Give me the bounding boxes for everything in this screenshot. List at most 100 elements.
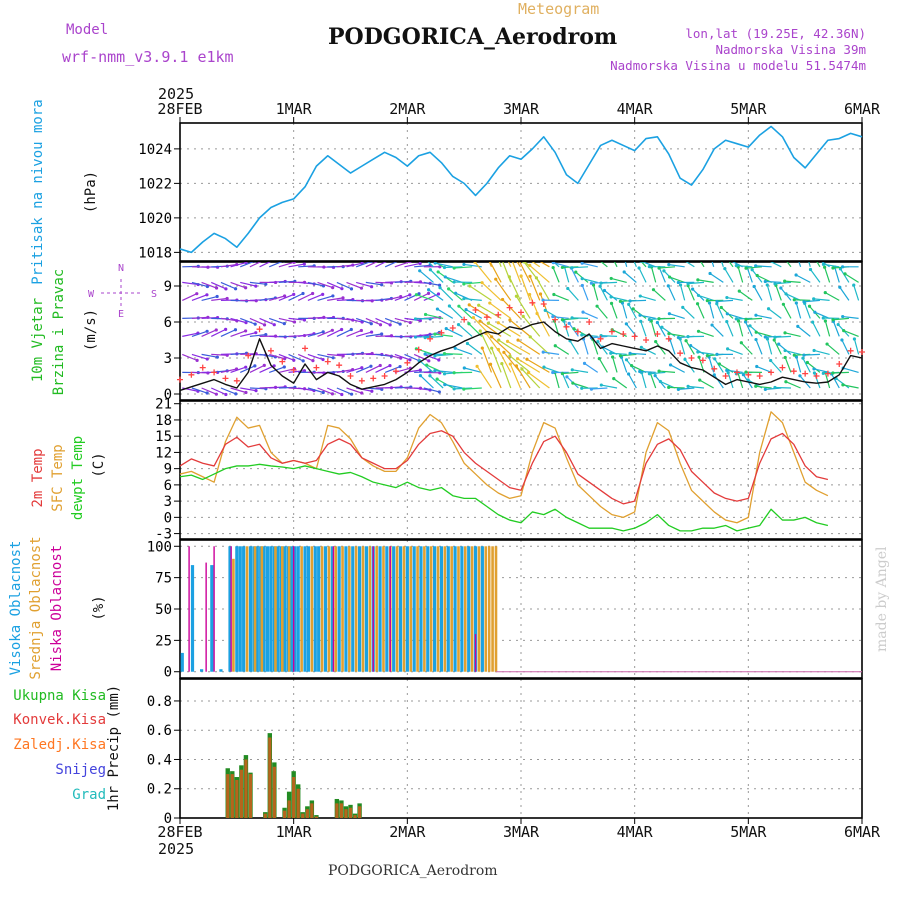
wind-arrow <box>709 272 724 283</box>
wind-arrow-head <box>560 265 565 270</box>
wind-arrow <box>567 288 579 301</box>
high-cloud-bar <box>210 565 214 672</box>
wind-arrow-head <box>566 286 570 291</box>
wind-arrow <box>394 262 411 268</box>
wind-arrow-head <box>234 392 238 396</box>
wind-arrow <box>687 285 695 301</box>
wind-arrow-head <box>734 263 738 268</box>
wind-arrow <box>842 384 859 389</box>
gust-marker <box>427 335 434 342</box>
wind-arrow-head <box>480 281 484 285</box>
wind-arrow-head <box>812 348 816 353</box>
wind-arrow-head <box>831 318 835 322</box>
wind-arrow-head <box>480 346 484 350</box>
gust-marker <box>836 361 843 367</box>
wind-arrow <box>531 262 541 268</box>
wind-arrow <box>669 339 676 355</box>
wind-arrow-head <box>783 348 787 353</box>
wind-arrow <box>766 284 773 301</box>
wind-arrow-head <box>755 273 759 278</box>
wind-arrow <box>610 303 618 319</box>
wind-arrow-head <box>507 275 511 279</box>
wind-arrow <box>620 353 637 357</box>
sfc-temp-line <box>179 411 829 524</box>
y-tick-label: 6 <box>164 315 172 331</box>
convective-precip-bar <box>244 759 248 818</box>
wind-arrow-head <box>378 363 382 368</box>
wind-arrow-head <box>498 241 501 244</box>
wind-arrow <box>336 281 352 290</box>
mid-cloud-bar <box>436 546 440 672</box>
wind-arrow <box>201 353 218 358</box>
wind-arrow-head <box>457 304 461 308</box>
high-cloud-bar <box>480 546 484 672</box>
wind-arrow <box>481 347 493 373</box>
wind-arrow <box>581 285 589 301</box>
wind-arrow-head <box>311 359 315 363</box>
wind-arrow-head <box>631 307 635 311</box>
wind-arrow-head <box>823 265 827 269</box>
wind-arrow-head <box>609 295 613 299</box>
wind-arrow <box>543 366 560 373</box>
wind-arrow <box>678 387 695 390</box>
wind-arrow <box>539 293 550 319</box>
wind-arrow <box>489 262 502 283</box>
gust-marker <box>768 369 775 376</box>
wind-arrow-head <box>214 286 219 290</box>
wind-arrow-head <box>528 263 532 267</box>
wind-arrow <box>853 338 860 355</box>
wind-arrow <box>445 276 463 283</box>
wind-arrow <box>414 387 431 391</box>
wind-arrow <box>288 292 304 301</box>
wind-arrow-head <box>581 310 585 314</box>
wind-arrow <box>810 269 821 283</box>
wind-arrow <box>552 267 560 283</box>
wind-arrow <box>726 296 743 301</box>
wind-arrow <box>529 276 541 301</box>
wind-arrow <box>425 335 444 339</box>
wind-arrow <box>491 347 502 373</box>
gust-marker <box>654 331 661 337</box>
y-tick-label: 9 <box>164 279 172 295</box>
high-cloud-bar <box>385 546 389 672</box>
mid-cloud-bar <box>327 546 331 672</box>
gust-marker <box>802 370 809 377</box>
wind-arrow-head <box>447 287 451 291</box>
wind-arrow-head <box>504 244 507 247</box>
wind-arrow-head <box>521 314 525 318</box>
wind-arrow <box>708 302 715 319</box>
wind-arrow-head <box>551 370 555 375</box>
wind-arrow <box>843 367 859 373</box>
high-cloud-bar <box>282 546 287 672</box>
wind-arrow <box>727 348 743 355</box>
wind-arrow <box>269 353 285 360</box>
wind-arrow <box>624 262 628 267</box>
wind-arrow <box>803 299 820 303</box>
gust-marker <box>563 323 570 330</box>
mid-cloud-bar <box>494 546 498 672</box>
wind-arrow <box>632 308 647 319</box>
wind-arrow-head <box>780 253 783 256</box>
wind-arrow-head <box>565 375 569 379</box>
mid-cloud-bar <box>423 546 426 672</box>
gust-marker <box>245 352 252 359</box>
compass-label: W <box>88 289 95 300</box>
low-cloud-bar <box>389 546 391 672</box>
wind-arrow <box>592 339 599 355</box>
cloud-panel: 0 25 50 75 100 <box>147 539 863 681</box>
wind-arrow-head <box>262 323 267 327</box>
wind-arrow-head <box>408 358 412 362</box>
wind-arrow <box>853 284 860 301</box>
wind-arrow-head <box>842 329 846 333</box>
wind-arrow-head <box>689 343 693 348</box>
wind-arrow <box>812 321 821 337</box>
wind-arrow-head <box>418 374 423 378</box>
wind-arrow-head <box>462 262 466 267</box>
wind-arrow-head <box>462 297 466 301</box>
mid-cloud-bar <box>281 546 284 672</box>
wind-arrow-head <box>370 389 374 393</box>
wind-arrow <box>668 333 685 337</box>
wind-arrow-head <box>447 304 452 308</box>
wind-arrow <box>802 357 811 373</box>
